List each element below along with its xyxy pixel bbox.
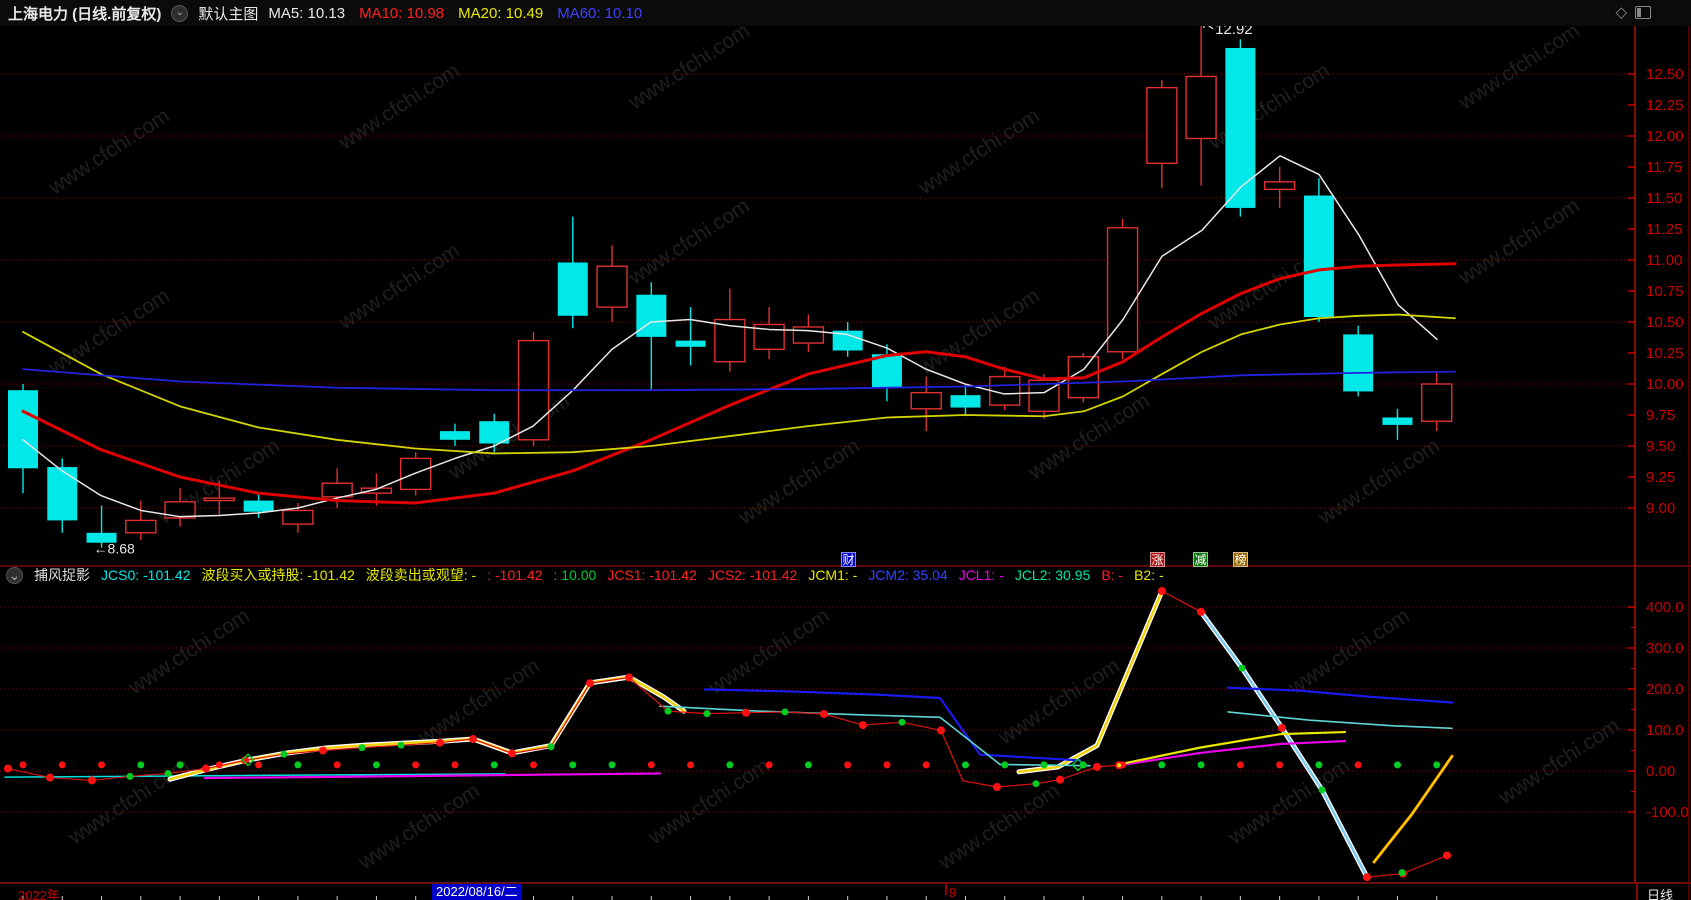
svg-text:400.0: 400.0	[1646, 599, 1684, 616]
indicator-header-item: JCM1: -	[808, 567, 858, 583]
indicator-header-item: JCS0: -101.42	[101, 567, 191, 583]
svg-text:10.50: 10.50	[1646, 314, 1684, 331]
indicator-dots-layer	[4, 587, 1451, 882]
svg-text:11.50: 11.50	[1646, 190, 1682, 207]
overlay-style-label[interactable]: 默认主图	[198, 5, 259, 23]
svg-text:12.50: 12.50	[1646, 66, 1684, 83]
svg-text:9.00: 9.00	[1646, 500, 1675, 517]
indicator-header-item: JCL2: 30.95	[1014, 567, 1091, 583]
ma-legend-item: MA5: 10.13	[268, 4, 346, 22]
svg-text:9.25: 9.25	[1646, 469, 1675, 486]
svg-text:11.00: 11.00	[1646, 252, 1682, 269]
svg-text:200.0: 200.0	[1646, 681, 1684, 698]
symbol-title: 上海电力 (日线.前复权)	[8, 5, 162, 23]
indicator-header-item: JCM2: 35.04	[868, 567, 948, 583]
svg-text:9.75: 9.75	[1646, 407, 1675, 424]
indicator-header-item: 波段卖出或观望: -	[365, 567, 477, 583]
svg-text:100.0: 100.0	[1646, 722, 1684, 739]
period-label[interactable]: 日线	[1647, 888, 1674, 900]
svg-text:12.25: 12.25	[1646, 97, 1684, 114]
event-badge[interactable]: 榜	[1233, 552, 1248, 567]
indicator-header-item: JCS2: -101.42	[707, 567, 798, 583]
svg-text:-100.0: -100.0	[1646, 804, 1689, 821]
month-label: 9	[949, 885, 957, 900]
svg-text:10.25: 10.25	[1646, 345, 1684, 362]
ma-legend: MA5: 10.13 MA10: 10.98 MA20: 10.49 MA60: 10…	[268, 5, 642, 22]
diamond-icon[interactable]: ◇	[1615, 4, 1627, 21]
svg-text:11.25: 11.25	[1646, 221, 1682, 238]
panel-layout-icon[interactable]	[1635, 5, 1651, 19]
selected-date-label[interactable]: 2022/08/16/二	[432, 884, 522, 900]
svg-text:12.00: 12.00	[1646, 128, 1684, 145]
indicator-header-item: 波段买入或持股: -101.42	[201, 567, 355, 583]
indicator-lines-layer	[4, 588, 1454, 880]
ma-lines-layer	[21, 155, 1457, 518]
svg-text:9.50: 9.50	[1646, 438, 1675, 455]
event-badge[interactable]: 财	[841, 552, 856, 567]
chevron-down-icon[interactable]: ⌄	[171, 4, 189, 22]
svg-text:0.00: 0.00	[1646, 763, 1675, 780]
indicator-chevron-icon[interactable]: ⌄	[6, 566, 23, 584]
ma-legend-item: MA10: 10.98	[359, 4, 445, 22]
indicator-header-item: JCL1: -	[958, 567, 1004, 583]
indicator-header-item: : 10.00	[553, 567, 597, 583]
svg-text:300.0: 300.0	[1646, 640, 1684, 657]
indicator-header-item: JCS1: -101.42	[607, 567, 697, 583]
indicator-header-item: : -101.42	[487, 567, 543, 583]
grid-layer	[0, 73, 1633, 813]
annotations-layer: 12.92←8.68	[94, 21, 1253, 557]
svg-text:10.00: 10.00	[1646, 376, 1684, 393]
candles-layer	[8, 21, 1453, 548]
ma-legend-item: MA20: 10.49	[458, 4, 544, 22]
event-badge[interactable]: 减	[1193, 552, 1208, 567]
ma-legend-item: MA60: 10.10	[557, 4, 643, 22]
corner-icons: ◇	[1615, 3, 1651, 21]
svg-text:11.75: 11.75	[1646, 159, 1682, 176]
indicator-header-item: B2: -	[1134, 567, 1164, 583]
indicator-header-item: 捕风捉影	[34, 567, 90, 583]
indicator-header: ⌄ 捕风捉影 JCS0: -101.42 波段买入或持股: -101.42 波段卖出或观…	[6, 566, 1164, 584]
indicator-header-item: B: -	[1101, 567, 1124, 583]
svg-text:10.75: 10.75	[1646, 283, 1684, 300]
title-bar: 上海电力 (日线.前复权) ⌄ 默认主图 MA5: 10.13 MA10: 10.…	[0, 0, 1691, 26]
event-badge[interactable]: 涨	[1150, 552, 1165, 567]
year-label: 2022年	[18, 888, 60, 900]
low-annotation: ←8.68	[94, 541, 135, 557]
time-ticks-layer	[22, 883, 1438, 900]
